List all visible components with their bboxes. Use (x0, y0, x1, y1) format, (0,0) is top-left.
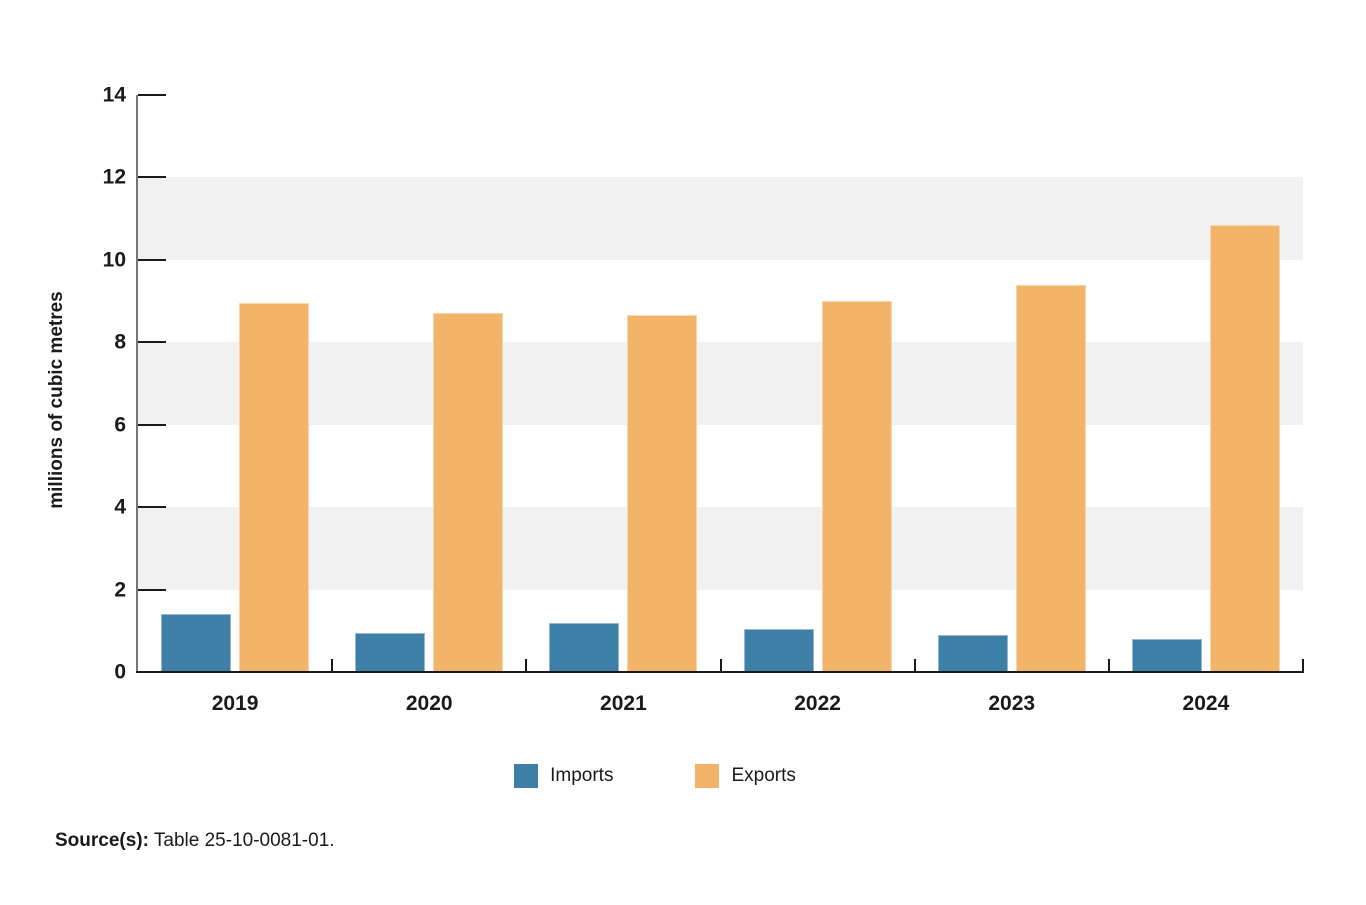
bar-imports-2021[interactable] (549, 623, 619, 672)
y-tick (138, 506, 166, 508)
y-tick (138, 94, 166, 96)
legend-label: Exports (731, 765, 796, 786)
y-tick-label: 12 (102, 165, 126, 189)
x-axis-label-2022: 2022 (794, 692, 841, 715)
bar-imports-2019[interactable] (161, 614, 231, 672)
x-axis-label-2020: 2020 (405, 692, 453, 715)
x-tick (914, 659, 916, 672)
y-tick-label: 10 (102, 248, 126, 272)
x-axis-label-2019: 2019 (211, 692, 259, 715)
x-tick (331, 659, 333, 672)
legend-swatch-imports (514, 764, 539, 788)
bar-imports-2024[interactable] (1132, 639, 1202, 672)
bar-imports-2022[interactable] (744, 629, 814, 672)
y-tick-label: 4 (114, 495, 126, 519)
legend-swatch-exports (695, 764, 720, 788)
y-tick-label: 0 (114, 660, 126, 684)
y-tick-label: 6 (114, 413, 126, 437)
y-axis-line (136, 95, 138, 673)
x-axis-labels: 2019 2020 2021 2022 2023 2024 (138, 692, 1303, 724)
grid-band (138, 177, 1303, 260)
legend-label: Imports (550, 765, 614, 786)
y-tick-label: 2 (114, 578, 126, 602)
grid-band (138, 507, 1303, 590)
bar-exports-2020[interactable] (433, 313, 503, 672)
source-note: Source(s): Table 25-10-0081-01. (55, 830, 335, 852)
y-tick (138, 341, 166, 343)
bar-exports-2024[interactable] (1210, 225, 1280, 672)
y-tick-label: 8 (114, 330, 126, 354)
x-axis-label-2024: 2024 (1182, 692, 1230, 715)
y-tick (138, 589, 166, 591)
bar-exports-2023[interactable] (1016, 285, 1086, 672)
source-text: Table 25-10-0081-01. (148, 830, 335, 851)
y-tick (138, 424, 166, 426)
bar-imports-2023[interactable] (938, 635, 1008, 672)
bar-imports-2020[interactable] (355, 633, 425, 672)
legend-item-imports[interactable]: Imports (514, 764, 613, 788)
x-tick (720, 659, 722, 672)
y-tick-label: 14 (102, 83, 126, 107)
legend: Imports Exports (0, 764, 1310, 788)
bar-exports-2022[interactable] (822, 301, 892, 672)
x-axis-label-2023: 2023 (988, 692, 1036, 715)
legend-item-exports[interactable]: Exports (695, 764, 796, 788)
y-tick-labels: 0 2 4 6 8 10 12 14 (0, 85, 126, 683)
x-tick (525, 659, 527, 672)
x-tick (1302, 659, 1304, 672)
x-axis-label-2021: 2021 (600, 692, 647, 715)
source-label: Source(s): (55, 830, 149, 851)
plot-area (138, 94, 1304, 673)
x-axis-line (136, 671, 1304, 673)
bar-exports-2021[interactable] (627, 315, 697, 672)
y-tick (138, 259, 166, 261)
grid-band (138, 342, 1303, 425)
y-tick (138, 176, 166, 178)
bar-exports-2019[interactable] (239, 303, 309, 672)
x-tick (1108, 659, 1110, 672)
